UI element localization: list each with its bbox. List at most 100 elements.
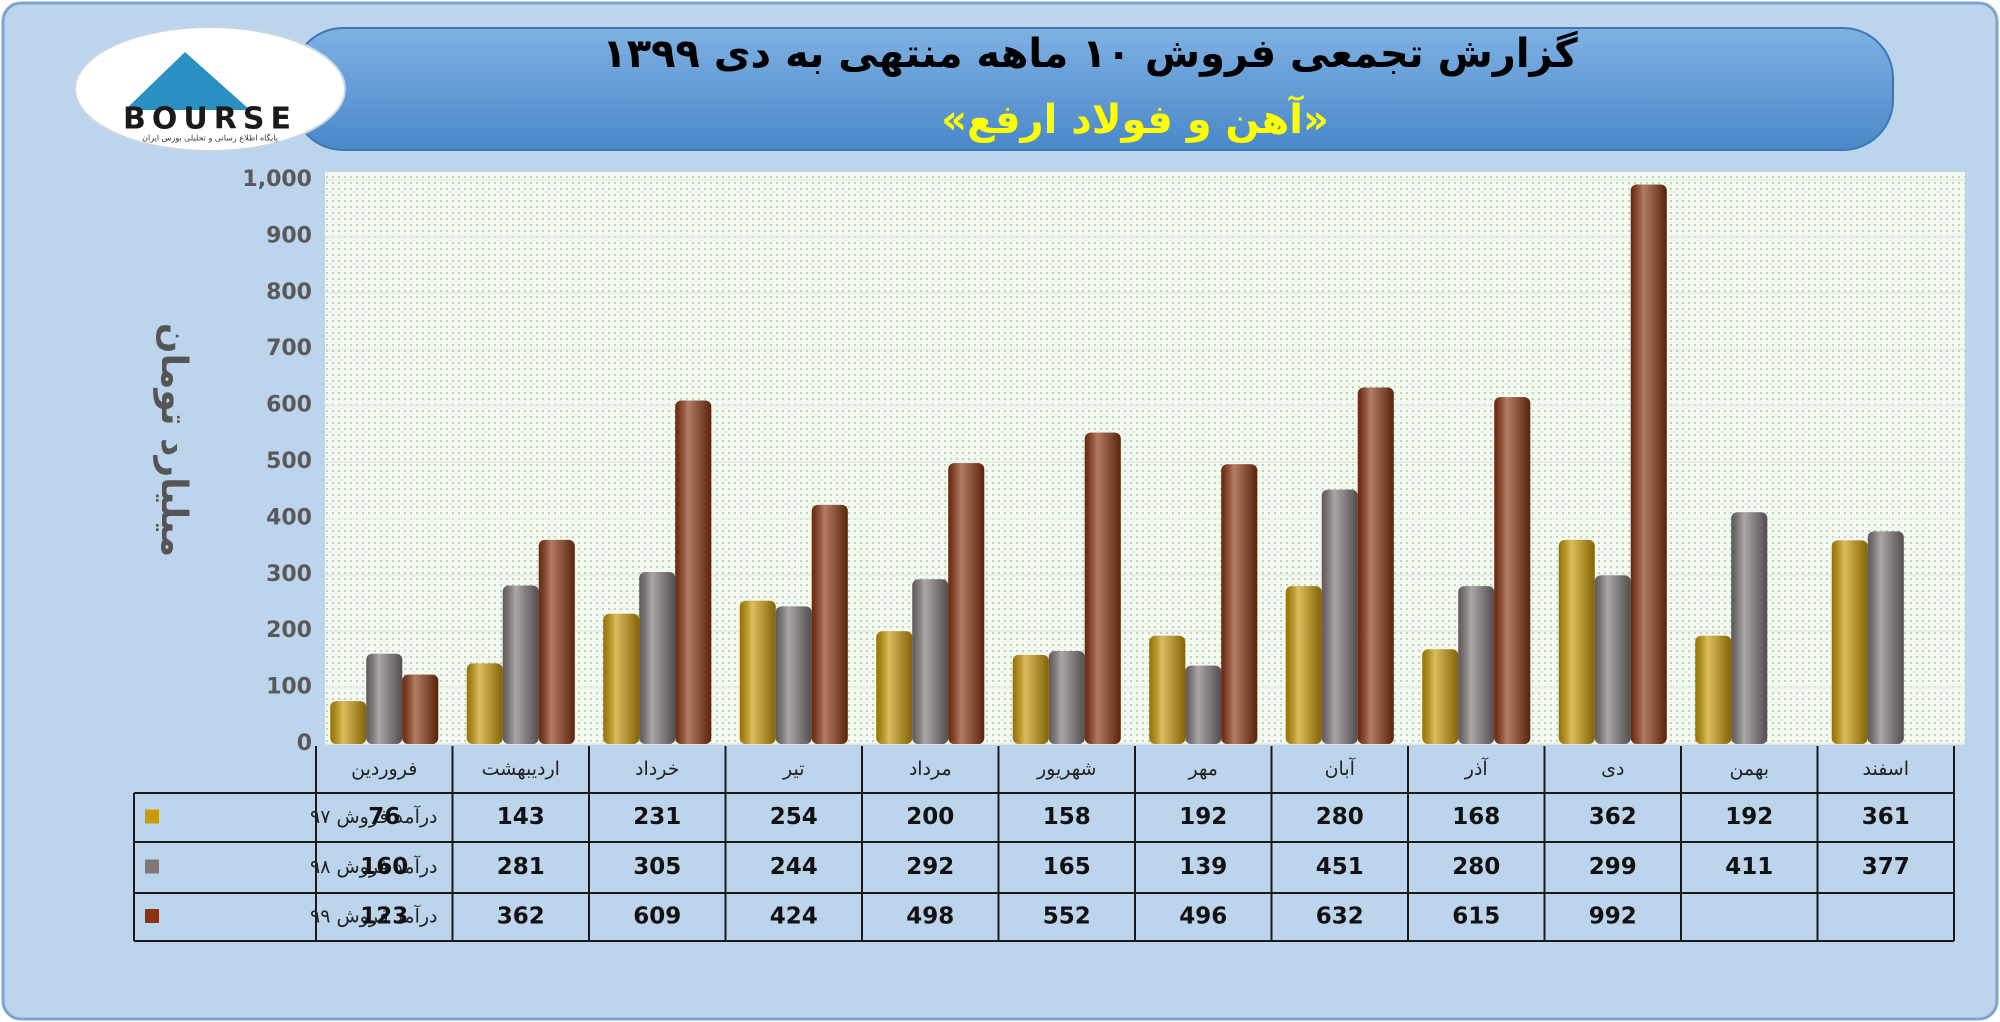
bar xyxy=(466,663,503,744)
bar xyxy=(775,606,812,744)
table-value: 254 xyxy=(770,804,818,830)
table-value: 192 xyxy=(1725,804,1773,830)
x-tick-label: تیر xyxy=(782,758,805,780)
bar xyxy=(739,600,776,744)
bar xyxy=(811,504,848,744)
y-tick-label: 900 xyxy=(266,223,312,248)
x-tick-label: مهر xyxy=(1188,758,1218,780)
y-tick-label: 600 xyxy=(266,393,312,418)
logo-mark xyxy=(125,52,250,110)
table-value: 361 xyxy=(1862,804,1910,830)
chart-title: گزارش تجمعی فروش ۱۰ ماهه منتهی به دی ۱۳۹… xyxy=(602,30,1578,77)
y-tick-label: 800 xyxy=(266,280,312,305)
table-value: 615 xyxy=(1452,904,1500,930)
y-tick-label: 0 xyxy=(297,731,312,756)
bar xyxy=(876,631,913,744)
y-tick-label: 300 xyxy=(266,562,312,587)
table-value: 281 xyxy=(497,854,545,880)
table-value: 123 xyxy=(360,904,408,930)
legend-label: درآمد فروش ۹۸ xyxy=(310,854,438,878)
x-tick-label: مرداد xyxy=(909,758,952,780)
bar xyxy=(538,539,575,744)
y-tick-label: 1,000 xyxy=(242,167,312,192)
bar xyxy=(1867,531,1904,744)
plot-area xyxy=(325,172,1965,744)
y-tick-label: 100 xyxy=(266,675,312,700)
bar xyxy=(1221,464,1258,744)
table-value: 609 xyxy=(633,904,681,930)
bar xyxy=(1012,654,1049,744)
table-value: 305 xyxy=(633,854,681,880)
bar xyxy=(1185,665,1222,744)
legend-swatch xyxy=(145,859,159,874)
x-tick-label: شهریور xyxy=(1036,758,1096,780)
y-tick-label: 400 xyxy=(266,505,312,530)
table-value: 632 xyxy=(1316,904,1364,930)
bar xyxy=(1695,635,1732,744)
logo-text: BOURSE xyxy=(123,102,297,137)
bar xyxy=(502,585,539,744)
table-value: 552 xyxy=(1043,904,1091,930)
y-axis-label: میلیارد تومان xyxy=(153,323,194,557)
chart-subtitle: «آهن و فولاد ارفع» xyxy=(941,94,1329,143)
bar xyxy=(1630,184,1667,745)
bar xyxy=(1494,397,1531,744)
table-value: 498 xyxy=(906,904,954,930)
x-tick-label: فروردین xyxy=(351,758,417,780)
bar xyxy=(1084,432,1121,744)
x-tick-label: آذر xyxy=(1464,756,1489,780)
bar xyxy=(1831,540,1868,744)
table-value: 424 xyxy=(770,904,818,930)
table-value: 299 xyxy=(1589,854,1637,880)
bar xyxy=(1422,649,1459,744)
table-value: 496 xyxy=(1179,904,1227,930)
x-tick-label: خرداد xyxy=(635,758,679,780)
table-value: 165 xyxy=(1043,854,1091,880)
legend-label: درآمد فروش ۹۷ xyxy=(310,804,438,828)
bar xyxy=(366,653,403,744)
table-value: 192 xyxy=(1179,804,1227,830)
table-value: 992 xyxy=(1589,904,1637,930)
table-value: 362 xyxy=(1589,804,1637,830)
x-tick-label: بهمن xyxy=(1730,758,1770,780)
bar xyxy=(1357,387,1394,744)
bar xyxy=(330,701,367,744)
table-value: 362 xyxy=(497,904,545,930)
bar xyxy=(1558,539,1595,744)
table-value: 200 xyxy=(906,804,954,830)
logo-tagline: پایگاه اطلاع رسانی و تحلیلی بورس ایران xyxy=(142,133,278,143)
bar xyxy=(948,463,985,744)
bar xyxy=(1149,635,1186,744)
table-value: 231 xyxy=(633,804,681,830)
x-tick-label: اردیبهشت xyxy=(482,758,560,780)
y-tick-label: 500 xyxy=(266,449,312,474)
y-tick-label: 700 xyxy=(266,336,312,361)
table-value: 280 xyxy=(1452,854,1500,880)
table-value: 411 xyxy=(1725,854,1773,880)
bar xyxy=(603,613,640,744)
bar xyxy=(1458,586,1495,744)
x-tick-label: اسفند xyxy=(1862,758,1909,780)
table-value: 139 xyxy=(1179,854,1227,880)
bar xyxy=(1285,586,1322,744)
table-value: 76 xyxy=(368,804,400,830)
table-value: 451 xyxy=(1316,854,1364,880)
bar xyxy=(675,400,712,744)
table-value: 158 xyxy=(1043,804,1091,830)
y-tick-label: 200 xyxy=(266,618,312,643)
legend-swatch xyxy=(145,809,159,824)
table-value: 280 xyxy=(1316,804,1364,830)
bar xyxy=(402,674,439,744)
bar xyxy=(1048,650,1085,744)
bar xyxy=(1731,512,1768,744)
x-tick-label: آبان xyxy=(1325,756,1356,780)
legend-swatch xyxy=(145,909,159,923)
table-value: 377 xyxy=(1862,854,1910,880)
bar xyxy=(1594,575,1631,744)
bar xyxy=(912,579,949,744)
x-tick-label: دی xyxy=(1601,758,1624,780)
table-value: 292 xyxy=(906,854,954,880)
table-value: 143 xyxy=(497,804,545,830)
table-value: 160 xyxy=(360,854,408,880)
